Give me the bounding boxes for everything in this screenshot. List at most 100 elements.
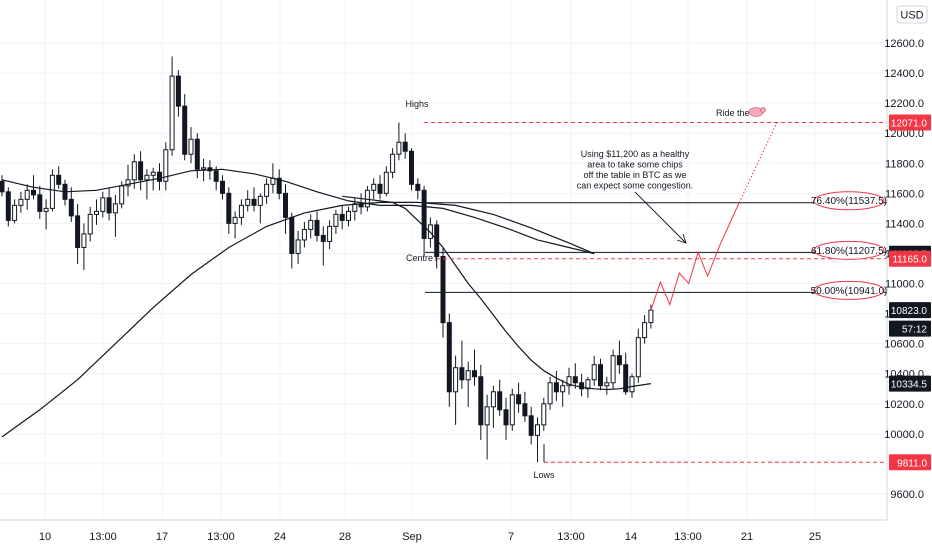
candle-body [415,183,421,191]
candle [509,388,515,431]
candle [434,220,440,269]
candle-body [257,195,263,206]
candle [188,127,194,164]
candle [245,190,251,212]
candle-body [106,197,112,214]
candle [421,185,427,257]
candle-body [585,379,591,390]
candle-body [31,189,36,196]
candle-body [522,403,528,417]
y-tick-label: 11800.0 [885,158,924,170]
fib-label-ring [813,240,885,260]
x-tick-label: 13:00 [674,531,702,543]
note-arrow [634,191,686,243]
candle [339,205,345,230]
candle-body [547,382,553,405]
candle [572,363,578,389]
y-tick-label: 11400.0 [885,218,924,230]
candle-body [169,75,175,151]
x-tick-label: 14 [625,531,637,543]
candle [415,178,421,200]
candle [213,166,219,191]
candle [320,226,326,266]
time-axis[interactable]: 10 13:00 17 13:00 24 28 Sep 7 13:00 14 13:00 21 25 [39,531,821,543]
fib-label-ring [813,191,885,211]
ride-label: Ride the [716,108,750,118]
candle [106,187,112,221]
note-line: can expect some congestion. [577,181,694,191]
note-line: Using $11,200 as a healthy [581,149,690,159]
x-tick-label: 17 [156,531,168,543]
candle-body [87,213,93,235]
price-badge-bg [889,320,931,337]
price-badge-text: 12071.0 [891,119,928,130]
moving-averages-layer [1,168,651,438]
candle-body [320,234,326,242]
candle-body [453,367,459,393]
candle-body [339,213,345,221]
price-axis[interactable]: 12600.0 12400.0 12200.0 12000.0 11800.0 11600… [884,38,924,501]
candle-body [497,391,503,411]
x-tick-label: Sep [402,531,422,543]
candle-body [610,355,616,384]
candle [37,185,43,219]
candle [327,220,333,249]
candle-body [283,192,288,218]
candle [5,187,11,227]
candle [169,56,175,156]
y-tick-label: 11600.0 [885,188,924,200]
candle-body [213,170,219,182]
x-tick-label: 13:00 [557,531,585,543]
candle [163,142,169,191]
candle [629,373,635,398]
candle-body [371,183,377,191]
candle-body [421,189,427,239]
candle [0,175,5,197]
candle-body [327,225,333,242]
candle-body [579,382,585,390]
levels-layer [424,122,887,463]
candle-body [119,185,125,205]
candle-body [144,174,150,181]
candle-body [220,180,225,194]
price-badge-bg [889,454,931,471]
candle [528,406,534,445]
candle [553,370,559,401]
candle-body [251,198,257,206]
candle [591,355,597,386]
candle-body [553,382,559,393]
candle [604,376,610,395]
candle-body [112,203,118,214]
candle [87,206,93,242]
candle-body [138,161,144,181]
candle [100,191,106,218]
candle [138,151,144,191]
candle [579,373,585,397]
candle-body [642,322,648,339]
price-badge-bg [889,302,931,319]
ma-long-line [1,201,595,438]
currency-button[interactable]: USD [896,5,928,24]
candle [616,340,622,374]
fib-label: 76.40%(11537.5) [811,191,887,211]
price-badge-bg [889,375,931,392]
candle-body [295,239,301,254]
candle-body [490,391,496,408]
candle [238,199,244,225]
candle-body [175,75,181,107]
candle [541,397,547,431]
candle [459,340,465,389]
candle-body [264,183,270,197]
price-badges: 12071.011198.511165.010823.057:1210334.5… [889,114,931,471]
candle-body [94,210,99,215]
candle-body [226,192,232,224]
y-tick-label: 9600.0 [890,489,924,501]
candle [585,376,591,398]
candle-body [75,215,81,248]
candle-body [24,189,30,200]
candle [516,382,522,413]
candle-body [346,210,351,221]
candle-body [49,174,55,209]
candle-body [591,364,597,381]
